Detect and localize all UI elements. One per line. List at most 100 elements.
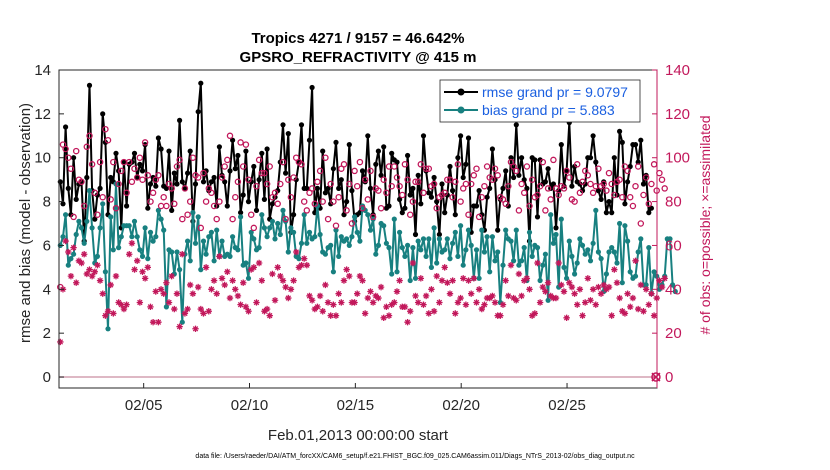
series-2 (57, 125, 668, 291)
data-point (667, 236, 673, 242)
obs-assimilated-point (592, 301, 599, 308)
data-point (338, 234, 344, 240)
data-point (78, 179, 85, 185)
data-point (131, 218, 138, 224)
data-point (97, 225, 103, 231)
data-point (235, 152, 241, 159)
data-point (116, 245, 122, 251)
obs-assimilated-point (57, 338, 64, 346)
obs-possible-point (629, 202, 637, 210)
data-point (534, 214, 541, 220)
data-point (632, 142, 639, 148)
obs-assimilated-point (531, 310, 539, 317)
obs-assimilated-point (523, 275, 531, 282)
obs-possible-point (255, 156, 263, 164)
data-point (542, 179, 549, 185)
obs-possible-point (624, 167, 631, 175)
obs-possible-point (65, 154, 72, 161)
data-point (365, 212, 371, 218)
data-point (585, 247, 591, 253)
data-point (60, 234, 66, 240)
obs-possible-point (526, 202, 533, 210)
obs-possible-point (300, 198, 308, 205)
data-point (521, 245, 527, 251)
data-point (460, 174, 466, 181)
data-point (487, 185, 493, 191)
obs-possible-point (494, 172, 501, 179)
data-point (291, 212, 297, 218)
data-point (452, 229, 458, 235)
data-point (280, 207, 286, 213)
obs-assimilated-point (552, 294, 560, 302)
obs-possible-point (523, 163, 531, 170)
obs-assimilated-point (327, 312, 334, 319)
obs-possible-point (391, 163, 398, 170)
data-point (129, 234, 135, 240)
obs-assimilated-point (242, 303, 250, 311)
data-point (670, 282, 676, 288)
data-point (73, 196, 79, 202)
obs-possible-point (518, 180, 525, 188)
obs-possible-point (573, 161, 581, 168)
obs-possible-point (83, 143, 91, 151)
data-point (410, 185, 416, 191)
obs-assimilated-point (497, 312, 504, 319)
obs-possible-point (465, 211, 472, 218)
data-point (394, 269, 400, 275)
obs-assimilated-point (152, 288, 159, 295)
obs-assimilated-point (621, 310, 629, 317)
data-point (513, 227, 519, 233)
obs-possible-point (239, 163, 247, 170)
obs-possible-point (475, 213, 483, 221)
obs-assimilated-point (232, 286, 239, 293)
y-axis-left-label: rmse and bias (model - observation) (17, 103, 34, 343)
obs-possible-point (417, 161, 425, 168)
obs-possible-point (253, 182, 260, 190)
obs-assimilated-point (245, 308, 252, 315)
data-point (256, 177, 262, 183)
obs-possible-point (605, 169, 613, 177)
obs-assimilated-point (324, 299, 332, 306)
obs-assimilated-point (627, 303, 634, 311)
obs-assimilated-point (110, 310, 117, 317)
obs-possible-point (420, 189, 427, 197)
obs-assimilated-point (605, 283, 613, 291)
obs-possible-point (237, 139, 244, 146)
obs-possible-point (62, 145, 69, 153)
data-point (622, 223, 628, 229)
obs-possible-point (364, 196, 372, 203)
obs-possible-point (481, 182, 488, 190)
obs-possible-point (645, 200, 653, 208)
obs-possible-point (287, 193, 295, 201)
data-point (330, 166, 336, 172)
data-point (174, 249, 180, 255)
data-point (479, 227, 485, 233)
obs-possible-point (332, 222, 340, 229)
obs-assimilated-point (425, 310, 432, 317)
data-point (333, 139, 339, 145)
obs-assimilated-point (314, 303, 321, 311)
obs-possible-point (72, 147, 80, 155)
y-left-tick-label: 6 (43, 237, 51, 254)
obs-possible-point (171, 200, 178, 208)
data-point (532, 157, 538, 163)
obs-assimilated-point (539, 283, 546, 291)
data-point (200, 179, 207, 185)
data-point (208, 229, 214, 235)
data-point (322, 190, 328, 196)
data-point (625, 179, 631, 185)
data-point (86, 188, 93, 194)
data-point (503, 168, 509, 174)
obs-assimilated-point (187, 281, 194, 289)
data-point (158, 216, 164, 222)
obs-possible-point (515, 207, 523, 214)
x-tick-label: 02/25 (548, 397, 586, 414)
data-point (203, 251, 209, 257)
data-point (195, 109, 201, 115)
data-point (492, 258, 498, 264)
obs-assimilated-point (263, 305, 271, 313)
obs-assimilated-point (184, 305, 191, 313)
obs-possible-point (144, 172, 152, 179)
obs-assimilated-point (287, 286, 295, 293)
obs-possible-point (277, 180, 284, 188)
